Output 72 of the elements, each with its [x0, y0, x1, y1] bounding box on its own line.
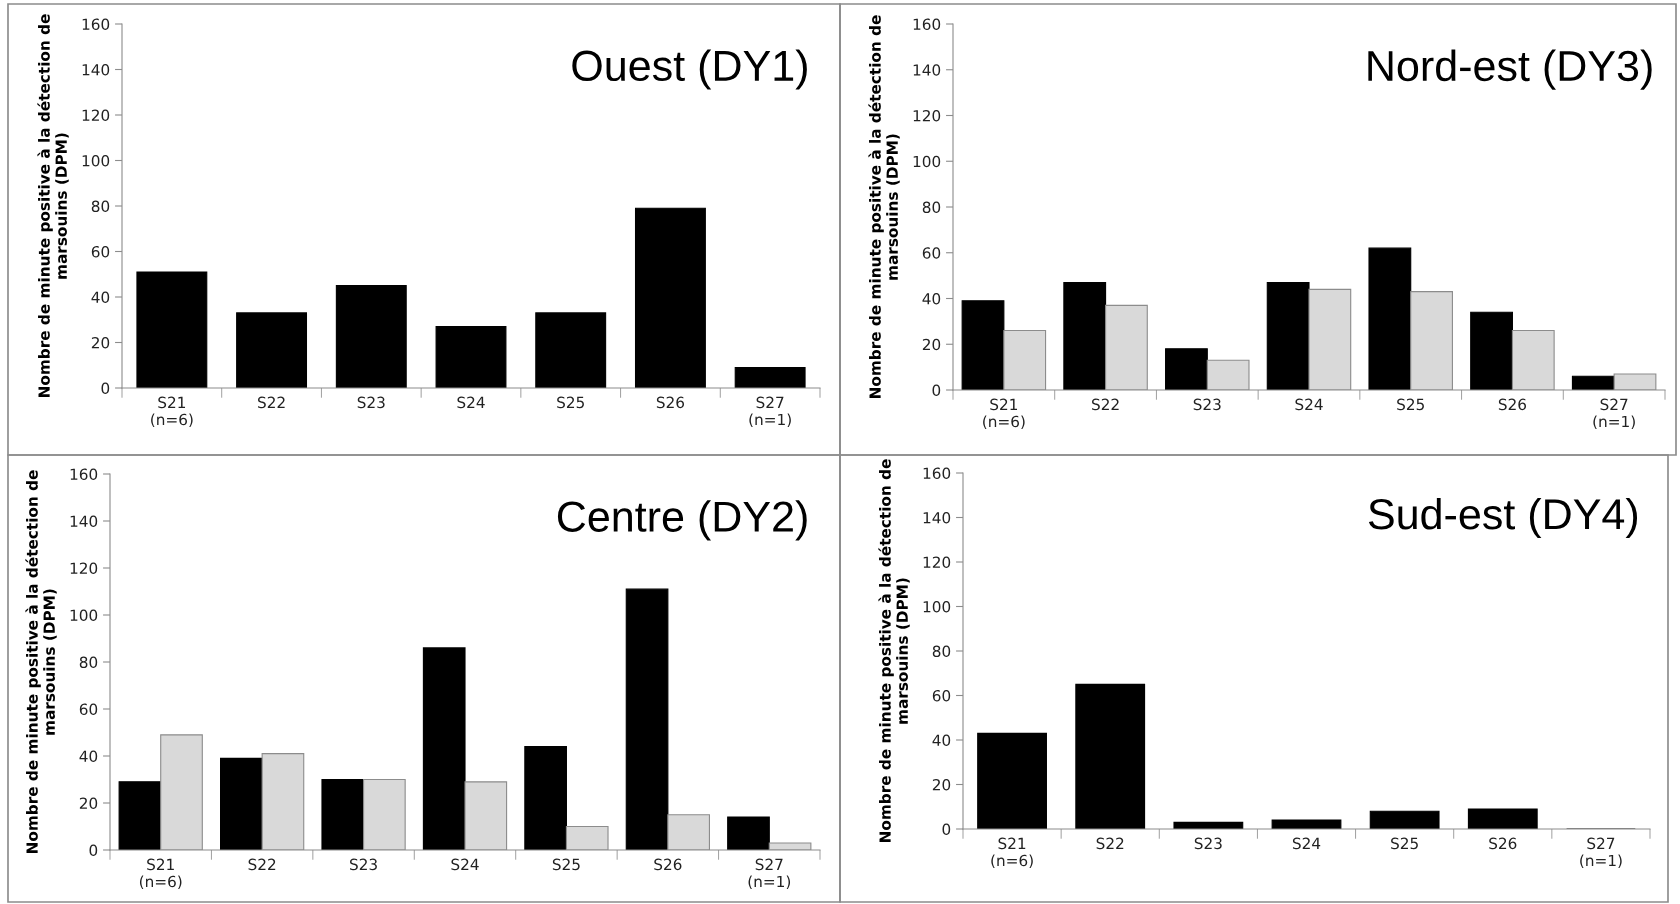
x-tick-label: S27 (n=1) [748, 858, 791, 890]
text: Nord-est (DY3) [1368, 49, 1652, 90]
x-tick-label: S26 [656, 396, 685, 409]
y-axis-title: Nombre de minute positive à la détection de marsouins (DPM) [878, 459, 910, 843]
text: Centre (DY2) [557, 500, 807, 541]
y-tick-label: 100 [923, 600, 951, 613]
y-tick-label: 120 [923, 556, 951, 569]
y-tick-label: 160 [82, 18, 110, 31]
y-tick-label: 20 [91, 336, 110, 349]
y-tick-label: 80 [922, 201, 941, 214]
x-tick-label: S22 [248, 858, 276, 871]
y-tick-label: 140 [70, 515, 98, 528]
x-tick-label: S24 [451, 858, 479, 871]
x-tick-label: S24 [1292, 837, 1321, 850]
y-tick-label: 0 [101, 382, 110, 395]
y-tick-label: 40 [932, 734, 951, 747]
x-tick-label: S21 (n=6) [139, 858, 182, 890]
x-tick-label: S24 [457, 396, 485, 409]
y-tick-label: 40 [79, 750, 98, 763]
x-tick-label: S21 (n=6) [151, 396, 193, 428]
y-tick-label: 140 [923, 511, 951, 524]
y-tick-label: 80 [79, 656, 98, 669]
x-tick-label: S22 [258, 396, 285, 409]
x-tick-label: S26 [654, 858, 682, 871]
y-axis-title: Nombre de minute positive à la détection de marsouins (DPM) [25, 470, 57, 854]
text: Ouest (DY1) [572, 49, 807, 90]
y-tick-label: 60 [922, 247, 941, 259]
y-tick-label: 100 [913, 155, 941, 168]
x-tick-label: S21 (n=6) [991, 837, 1033, 869]
y-tick-label: 40 [922, 292, 941, 305]
y-tick-label: 160 [913, 18, 941, 31]
x-tick-label: S26 [1498, 398, 1527, 411]
x-tick-label: S23 [350, 858, 377, 871]
y-tick-label: 40 [91, 291, 110, 304]
y-tick-label: 160 [70, 468, 98, 481]
x-tick-label: S26 [1489, 837, 1517, 850]
y-tick-label: 160 [923, 467, 951, 480]
y-tick-label: 0 [932, 384, 941, 397]
y-tick-label: 60 [91, 245, 110, 258]
y-axis-title: Nombre de minute positive à la détection de marsouins (DPM) [868, 15, 900, 399]
x-tick-label: S21 (n=6) [983, 398, 1025, 430]
x-tick-label: S25 [557, 396, 584, 409]
x-tick-label: S27 (n=1) [749, 396, 791, 428]
x-tick-label: S25 [1391, 837, 1418, 850]
x-tick-label: S25 [1397, 398, 1424, 411]
x-tick-label: S27 (n=1) [1593, 398, 1635, 430]
y-tick-label: 120 [913, 109, 941, 122]
x-tick-label: S23 [1193, 398, 1221, 411]
y-tick-label: 100 [70, 609, 98, 622]
y-tick-label: 120 [82, 109, 110, 122]
y-tick-label: 100 [82, 154, 110, 167]
x-tick-label: S22 [1096, 837, 1124, 850]
y-tick-label: 0 [89, 844, 98, 857]
y-tick-label: 60 [79, 703, 98, 716]
y-tick-label: 80 [91, 200, 110, 213]
y-tick-label: 20 [932, 778, 951, 791]
x-tick-label: S22 [1092, 398, 1119, 411]
y-tick-label: 120 [70, 562, 98, 575]
x-tick-label: S24 [1295, 398, 1323, 411]
y-tick-label: 140 [82, 63, 110, 76]
x-tick-label: S27 (n=1) [1580, 837, 1622, 869]
y-axis-title: Nombre de minute positive à la détection de marsouins (DPM) [37, 14, 69, 398]
y-tick-label: 140 [913, 64, 941, 76]
y-tick-label: 20 [922, 338, 941, 351]
y-tick-label: 0 [942, 823, 951, 836]
text: Sud-est (DY4) [1368, 497, 1638, 539]
y-tick-label: 60 [932, 689, 951, 702]
y-tick-label: 80 [932, 645, 951, 658]
x-tick-label: S23 [357, 396, 385, 409]
x-tick-label: S25 [552, 858, 580, 871]
x-tick-label: S23 [1194, 837, 1222, 850]
y-tick-label: 20 [79, 797, 98, 810]
